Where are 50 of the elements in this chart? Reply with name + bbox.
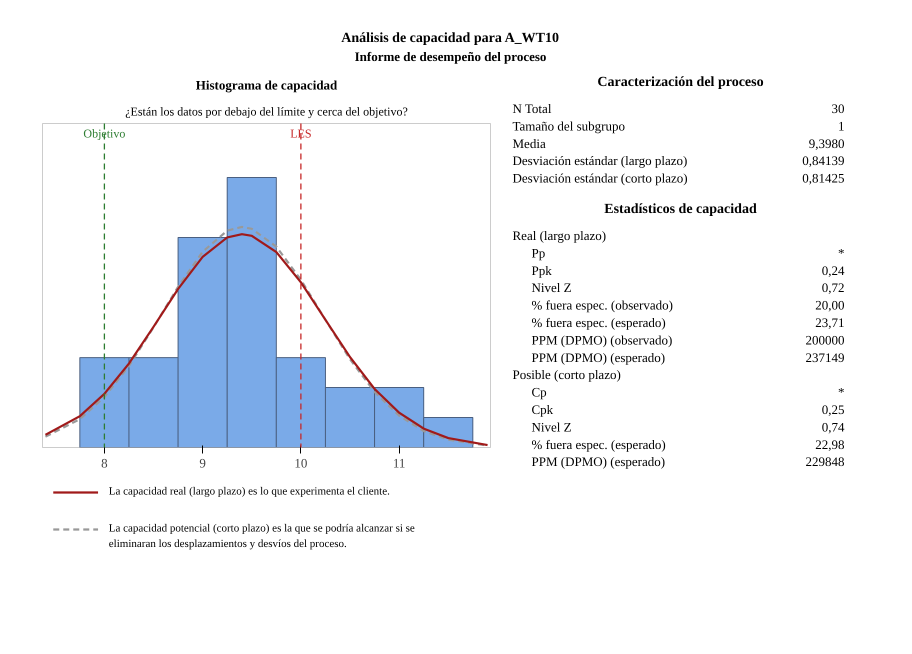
- text: 237149: [806, 350, 844, 365]
- text: 20,00: [815, 298, 844, 313]
- category-label: Pp: [532, 245, 546, 260]
- text: 1: [838, 118, 844, 134]
- category-label: % fuera espec. (observado): [532, 298, 673, 313]
- category-label: Ppk: [532, 262, 552, 278]
- x-tick-label: 8: [101, 456, 108, 470]
- category-label: % fuera espec. (esperado): [532, 315, 666, 330]
- text: 22,98: [815, 436, 844, 452]
- text: 0,84139: [802, 153, 844, 168]
- category-label: Nivel Z: [532, 280, 572, 296]
- category-label: Tamaño del subgrupo: [512, 118, 625, 134]
- text: 0,24: [822, 262, 844, 278]
- text: 200000: [806, 332, 844, 348]
- legend-label: La capacidad potencial (corto plazo) es la que se podría alcanzar si se eliminaran los desplazamientos y desvíos del proceso.: [108, 522, 415, 550]
- text: *: [838, 245, 844, 260]
- category-label: Cpk: [532, 402, 554, 417]
- category-label: Real (largo plazo): [512, 228, 606, 243]
- category-label: Nivel Z: [532, 419, 572, 434]
- text: 23,71: [815, 315, 844, 330]
- category-label: Desviación estándar (largo plazo): [512, 153, 688, 168]
- chart-subtitle: ¿Están los datos por debajo del límite y cerca del objetivo?: [125, 104, 408, 118]
- text: 0,72: [822, 280, 844, 296]
- text: Caracterización del proceso: [597, 75, 764, 90]
- text: *: [838, 384, 844, 400]
- category-label: PPM (DPMO) (esperado): [532, 454, 666, 470]
- text: Análisis de capacidad para A_WT10: [341, 31, 560, 46]
- category-label: % fuera espec. (esperado): [532, 436, 666, 452]
- text: 30: [832, 101, 844, 116]
- category-label: Desviación estándar (corto plazo): [512, 170, 688, 186]
- category-label: Posible (corto plazo): [512, 367, 621, 382]
- ref-line-label: Objetivo: [83, 126, 126, 140]
- text: 0,74: [822, 419, 844, 434]
- text: Estadísticos de capacidad: [604, 202, 757, 217]
- category-label: PPM (DPMO) (esperado): [532, 350, 666, 365]
- x-tick-label: 9: [199, 456, 206, 470]
- text: 229848: [806, 454, 844, 470]
- text: 0,81425: [802, 170, 844, 186]
- x-tick-label: 11: [392, 456, 406, 470]
- legend-label: La capacidad real (largo plazo) es lo que experimenta el cliente.: [108, 486, 390, 498]
- chart-title: Histograma de capacidad: [196, 78, 338, 92]
- text: Informe de desempeño del proceso: [354, 49, 546, 64]
- x-tick-label: 10: [294, 456, 308, 470]
- text: 0,25: [822, 402, 844, 417]
- category-label: Media: [512, 136, 546, 151]
- category-label: PPM (DPMO) (observado): [532, 332, 672, 348]
- text: 9,3980: [808, 136, 844, 151]
- category-label: Cp: [532, 384, 547, 400]
- category-label: N Total: [512, 101, 552, 116]
- ref-line-label: LES: [290, 126, 312, 140]
